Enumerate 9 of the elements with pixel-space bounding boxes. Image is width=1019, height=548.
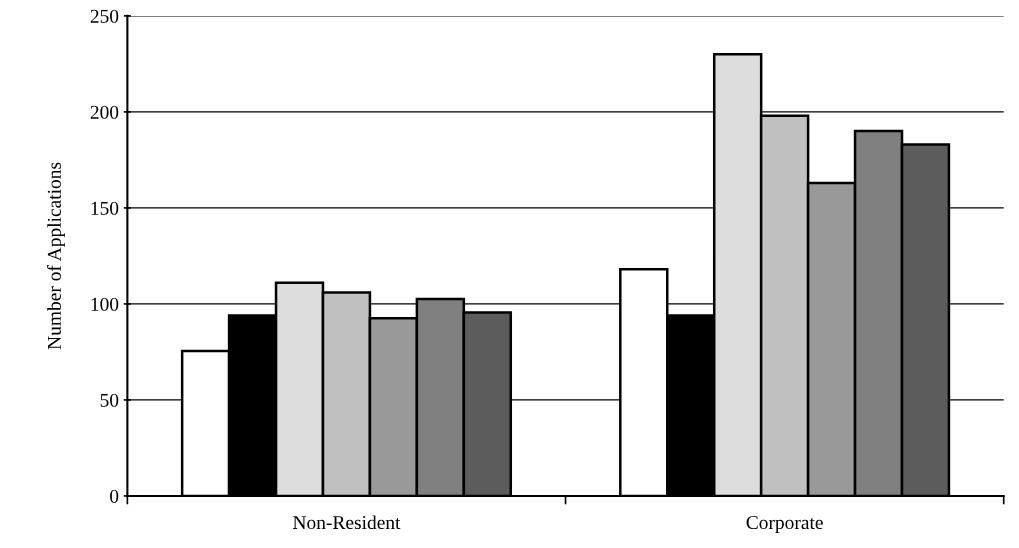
y-tick-label: 50 [100, 393, 119, 407]
y-tick-label: 0 [110, 489, 119, 503]
x-tick-label: Corporate [746, 516, 823, 534]
y-tick-label: 250 [90, 9, 119, 23]
y-axis-title: Number of Applications [47, 162, 65, 350]
y-tick-label: 100 [91, 297, 119, 311]
y-tick-label: 200 [90, 105, 119, 119]
y-tick-label: 150 [91, 201, 119, 215]
x-tick-label: Non-Resident [293, 515, 401, 530]
